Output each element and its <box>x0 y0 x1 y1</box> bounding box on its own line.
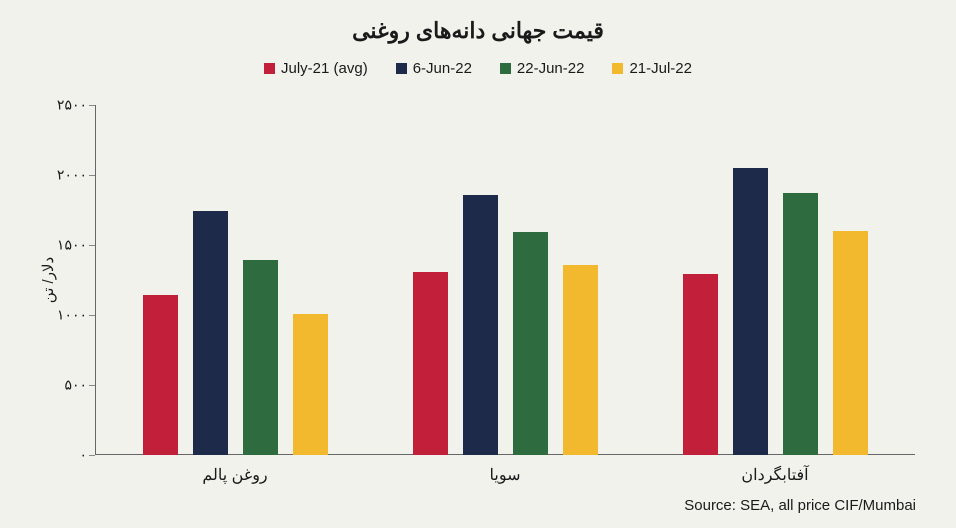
legend-swatch <box>264 63 275 74</box>
legend-label: 21-Jul-22 <box>629 60 692 77</box>
bar <box>833 231 868 455</box>
legend-label: 22-Jun-22 <box>517 60 585 77</box>
bar <box>683 274 718 455</box>
legend-item: 6-Jun-22 <box>396 60 472 77</box>
bar <box>143 295 178 455</box>
y-tick-label: ۲۵۰۰ <box>57 97 95 114</box>
bar <box>783 193 818 455</box>
y-tick-label: ۲۰۰۰ <box>57 167 95 184</box>
legend-label: July-21 (avg) <box>281 60 368 77</box>
bar <box>243 260 278 455</box>
chart-title: قیمت جهانی دانه‌های روغنی <box>0 0 956 44</box>
legend-item: July-21 (avg) <box>264 60 368 77</box>
x-category-label: سویا <box>490 455 521 485</box>
legend-item: 22-Jun-22 <box>500 60 585 77</box>
y-axis-line <box>95 105 96 455</box>
y-axis-title: دلار/ تن <box>39 257 57 303</box>
bar <box>733 168 768 455</box>
legend-swatch <box>500 63 511 74</box>
legend-item: 21-Jul-22 <box>612 60 692 77</box>
x-category-label: روغن پالم <box>202 455 267 485</box>
bar <box>463 195 498 455</box>
y-tick-label: ۵۰۰ <box>64 377 95 394</box>
bar <box>563 265 598 455</box>
bar <box>413 272 448 455</box>
x-category-label: آفتابگردان <box>741 455 808 485</box>
legend: July-21 (avg) 6-Jun-22 22-Jun-22 21-Jul-22 <box>0 60 956 77</box>
bar <box>193 211 228 455</box>
legend-swatch <box>396 63 407 74</box>
legend-label: 6-Jun-22 <box>413 60 472 77</box>
bar <box>513 232 548 455</box>
chart-plot-area: دلار/ تن ۰۵۰۰۱۰۰۰۱۵۰۰۲۰۰۰۲۵۰۰ روغن پالمس… <box>95 105 915 455</box>
source-text: Source: SEA, all price CIF/Mumbai <box>684 497 916 514</box>
y-tick-label: ۱۵۰۰ <box>57 237 95 254</box>
y-tick-label: ۰ <box>79 447 95 464</box>
y-tick-label: ۱۰۰۰ <box>57 307 95 324</box>
legend-swatch <box>612 63 623 74</box>
bar <box>293 314 328 455</box>
